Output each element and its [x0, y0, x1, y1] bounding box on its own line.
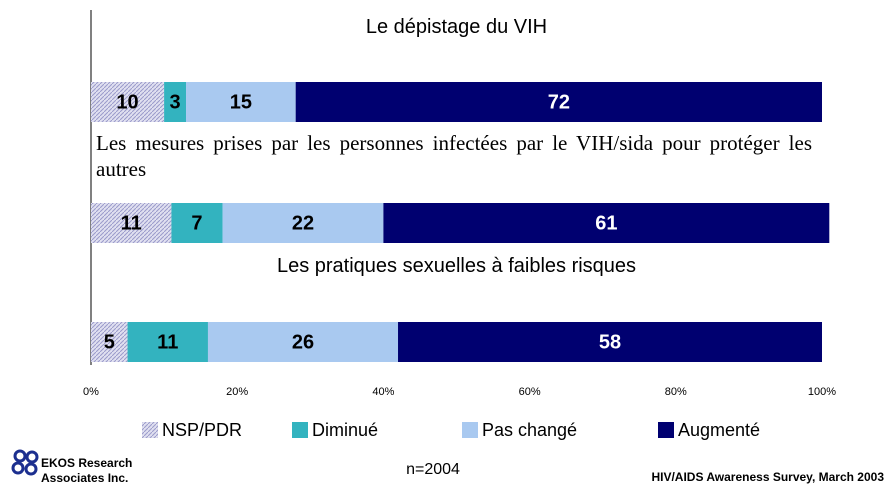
logo: [11, 449, 39, 476]
category-label: Les pratiques sexuelles à faibles risque…: [276, 255, 637, 277]
data-label: 5: [104, 331, 115, 353]
x-tick-label: 0%: [83, 386, 99, 398]
bar-segment: [171, 203, 223, 243]
category-label: Les mesures prises par les personnes inf…: [96, 131, 812, 181]
data-label: 15: [230, 91, 252, 113]
bar-segment: [91, 82, 165, 122]
bar-segment: [207, 322, 399, 362]
data-label: 3: [170, 91, 181, 113]
legend-label: Diminué: [312, 420, 378, 440]
legend-swatch: [462, 422, 478, 438]
data-label: 11: [157, 331, 178, 353]
bar-segment: [398, 322, 822, 362]
bar-segment: [222, 203, 384, 243]
legend-label: Pas changé: [482, 420, 577, 440]
bar-segment: [295, 82, 822, 122]
sample-size: n=2004: [406, 461, 460, 478]
bar-segment: [91, 322, 128, 362]
bar-segment: [186, 82, 296, 122]
legend-label: NSP/PDR: [162, 420, 242, 440]
source: HIV/AIDS Awareness Survey, March 2003: [651, 470, 884, 484]
x-tick-label: 60%: [519, 386, 541, 398]
logo-text: Associates Inc.: [41, 471, 128, 485]
x-tick-label: 20%: [226, 386, 248, 398]
data-label: 26: [292, 331, 314, 353]
legend-label: Augmenté: [678, 420, 760, 440]
data-label: 72: [548, 91, 570, 113]
legend-swatch: [658, 422, 674, 438]
data-label: 22: [292, 212, 314, 234]
legend-swatch: [292, 422, 308, 438]
x-tick-label: 40%: [372, 386, 394, 398]
data-label: 10: [116, 91, 138, 113]
data-label: 61: [595, 212, 617, 234]
bar-segment: [383, 203, 830, 243]
data-label: 58: [599, 331, 621, 353]
x-tick-label: 100%: [808, 386, 836, 398]
x-tick-label: 80%: [665, 386, 687, 398]
bar-segment: [127, 322, 208, 362]
legend-swatch: [142, 422, 158, 438]
bar-segment: [91, 203, 172, 243]
data-label: 11: [121, 212, 142, 234]
category-label: Le dépistage du VIH: [365, 16, 548, 38]
data-label: 7: [191, 212, 202, 234]
logo-text: EKOS Research: [41, 456, 132, 470]
bar-segment: [164, 82, 187, 122]
